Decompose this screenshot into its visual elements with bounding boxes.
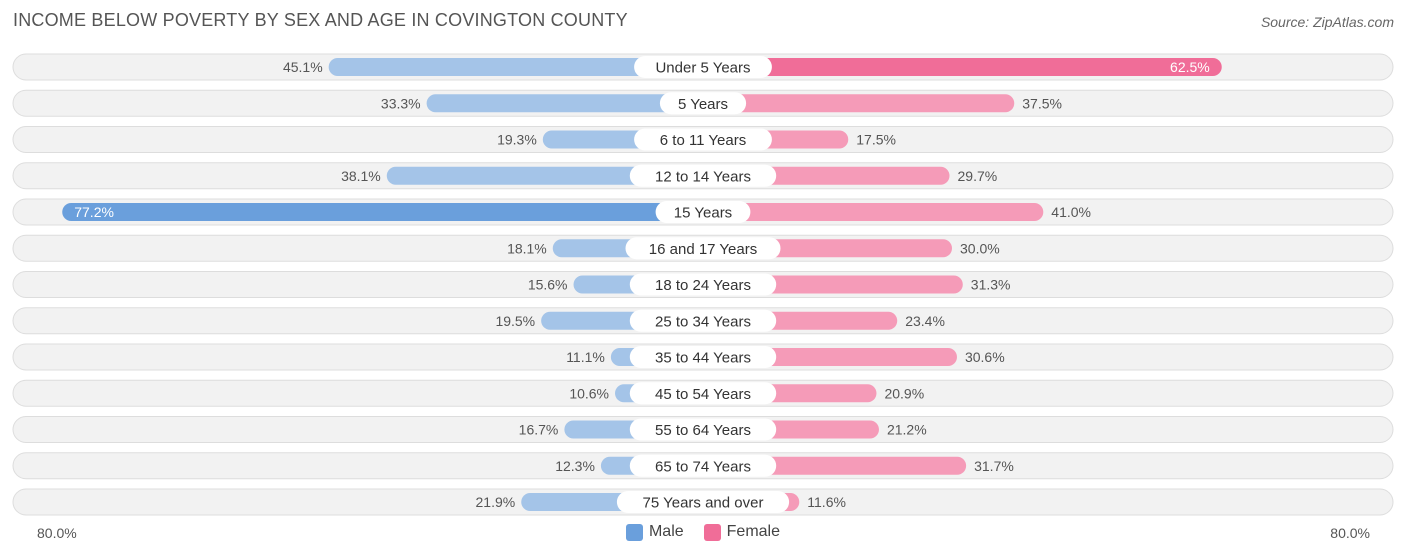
value-label-male: 11.1% [566,349,605,365]
value-label-male: 21.9% [476,494,516,510]
row-2: 19.3% 17.5% 6 to 11 Years [12,126,1394,153]
value-label-male: 18.1% [507,240,547,256]
legend-swatch-female [703,523,721,541]
value-label-male: 45.1% [283,59,323,75]
category-label: 75 Years and over [643,495,764,512]
value-label-male: 19.5% [495,313,535,329]
value-label-female: 31.3% [971,277,1011,293]
value-label-male: 38.1% [341,168,381,184]
category-label: 65 to 74 Years [655,458,751,475]
value-label-male: 15.6% [528,277,568,293]
value-label-male: 16.7% [519,422,559,438]
value-label-female: 21.2% [887,422,927,438]
value-label-female: 29.7% [958,168,998,184]
value-label-male: 77.2% [74,204,114,220]
legend: Male Female [0,523,1406,541]
value-label-female: 30.0% [960,240,1000,256]
legend-item-female[interactable]: Female [703,523,781,541]
category-label: Under 5 Years [655,60,750,77]
category-pill [629,273,777,296]
row-4: 77.2% 41.0% 15 Years [12,198,1394,226]
value-label-male: 10.6% [569,385,609,401]
category-label: 6 to 11 Years [660,132,746,149]
row-8: 11.1% 30.6% 35 to 44 Years [12,343,1394,371]
value-label-male: 33.3% [381,95,421,111]
category-pill [629,346,777,368]
row-3: 38.1% 29.7% 12 to 14 Years [12,162,1394,190]
category-label: 5 Years [678,96,728,113]
category-pill [629,454,777,477]
category-label: 25 to 34 Years [655,313,751,330]
category-label: 45 to 54 Years [655,386,751,403]
category-pill [625,237,781,260]
category-pill [629,382,777,405]
category-pill [616,491,790,513]
row-11: 12.3% 31.7% 65 to 74 Years [12,452,1394,480]
legend-swatch-male [625,523,643,541]
row-1: 33.3% 37.5% 5 Years [12,89,1394,117]
axis-label-left: 80.0% [37,525,77,541]
row-6: 15.6% 31.3% 18 to 24 Years [12,271,1394,298]
category-label: 18 to 24 Years [655,277,751,294]
legend-item-male[interactable]: Male [625,523,684,541]
category-label: 35 to 44 Years [655,350,751,367]
category-pill [629,309,777,332]
category-pill [655,201,751,223]
legend-label-female: Female [726,523,781,540]
row-9: 10.6% 20.9% 45 to 54 Years [12,379,1394,407]
bar-female [703,203,1044,221]
value-label-female: 11.6% [807,494,846,510]
value-label-female: 30.6% [965,349,1005,365]
value-label-female: 41.0% [1051,204,1091,220]
value-label-female: 23.4% [905,313,945,329]
category-pill [634,128,772,151]
chart-canvas: 45.1% 62.5% Under 5 Years 33.3% 37.5% 5 Years… [12,53,1394,516]
legend-label-male: Male [648,523,684,540]
value-label-female: 37.5% [1022,95,1062,111]
category-label: 15 Years [674,205,732,222]
category-pill [659,92,747,115]
category-pill [629,164,777,187]
bar-female [703,94,1015,113]
category-pill [629,418,777,441]
row-7: 19.5% 23.4% 25 to 34 Years [12,307,1394,335]
row-0: 45.1% 62.5% Under 5 Years [12,53,1394,81]
bar-male [386,166,703,185]
value-label-male: 19.3% [497,132,537,148]
row-10: 16.7% 21.2% 55 to 64 Years [12,416,1394,443]
bar-female [703,58,1222,76]
axis-label-right: 80.0% [1330,525,1370,541]
category-label: 16 and 17 Years [649,241,757,258]
value-label-male: 12.3% [555,458,595,474]
chart-title: INCOME BELOW POVERTY BY SEX AND AGE IN C… [13,10,628,30]
bar-male [328,58,703,76]
value-label-female: 17.5% [856,132,896,148]
category-label: 12 to 14 Years [655,168,751,185]
row-12: 21.9% 11.6% 75 Years and over [12,488,1394,516]
category-pill [634,56,772,78]
value-label-female: 62.5% [1170,59,1210,75]
source-note: Source: ZipAtlas.com [1260,14,1394,30]
category-label: 55 to 64 Years [655,422,751,439]
bar-male [62,203,704,221]
row-5: 18.1% 30.0% 16 and 17 Years [12,234,1394,262]
value-label-female: 31.7% [974,458,1014,474]
bar-male [426,94,703,113]
value-label-female: 20.9% [884,385,924,401]
